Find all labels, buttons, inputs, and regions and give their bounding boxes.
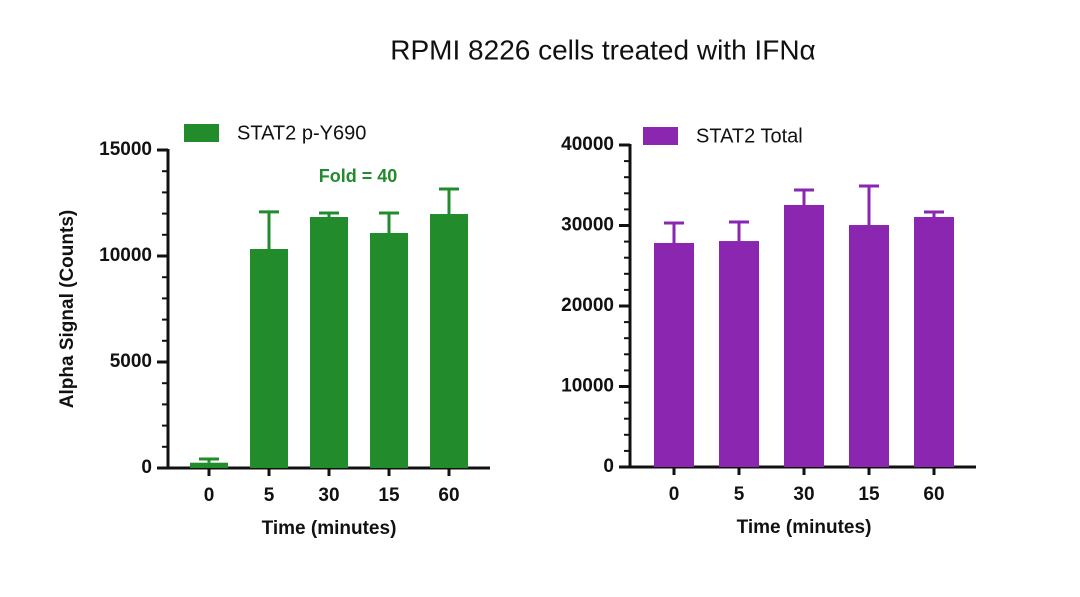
x-tick-label: 0 xyxy=(669,484,680,505)
bar xyxy=(914,216,954,467)
error-bar xyxy=(199,457,219,463)
x-tick-label: 60 xyxy=(923,484,944,505)
error-bar xyxy=(319,211,339,217)
x-tick-label: 30 xyxy=(793,484,814,505)
x-tick-label: 5 xyxy=(264,485,275,506)
bar xyxy=(370,232,408,468)
annotation: Fold = 40 xyxy=(319,166,398,186)
x-tick-label: 15 xyxy=(378,485,400,506)
x-tick-label: 30 xyxy=(318,485,339,506)
y-tick-label: 30000 xyxy=(561,215,614,236)
y-tick-label: 10000 xyxy=(561,376,614,397)
bar xyxy=(190,462,228,468)
x-tick-label: 5 xyxy=(734,484,745,505)
bar xyxy=(250,249,288,468)
legend-label: STAT2 p-Y690 xyxy=(237,122,366,144)
error-bar xyxy=(259,210,279,250)
x-axis-label: Time (minutes) xyxy=(262,518,397,539)
y-tick-label: 5000 xyxy=(110,351,152,372)
bar xyxy=(719,241,759,467)
y-tick-label: 0 xyxy=(141,457,152,478)
bar xyxy=(310,216,348,468)
y-tick-label: 20000 xyxy=(561,295,614,316)
y-tick-label: 10000 xyxy=(99,245,152,266)
legend-swatch xyxy=(643,127,678,145)
bar xyxy=(654,242,694,467)
y-tick-label: 15000 xyxy=(99,139,152,160)
x-axis-label: Time (minutes) xyxy=(737,517,872,538)
error-bar xyxy=(379,211,399,233)
bar xyxy=(784,204,824,467)
error-bar xyxy=(729,220,749,242)
y-tick-label: 0 xyxy=(603,456,614,477)
y-axis-label: Alpha Signal (Counts) xyxy=(57,210,78,408)
legend-label: STAT2 Total xyxy=(696,125,803,147)
bar xyxy=(430,214,468,468)
x-tick-label: 15 xyxy=(858,484,880,505)
bar xyxy=(849,225,889,467)
legend-swatch xyxy=(184,124,219,142)
error-bar xyxy=(924,210,944,217)
x-tick-label: 60 xyxy=(438,485,459,506)
error-bar xyxy=(859,184,879,226)
error-bar xyxy=(794,188,814,205)
error-bar xyxy=(664,221,684,243)
error-bar xyxy=(439,187,459,215)
figure-title: RPMI 8226 cells treated with IFNα xyxy=(390,34,815,65)
y-tick-label: 40000 xyxy=(561,134,614,155)
x-tick-label: 0 xyxy=(204,485,215,506)
